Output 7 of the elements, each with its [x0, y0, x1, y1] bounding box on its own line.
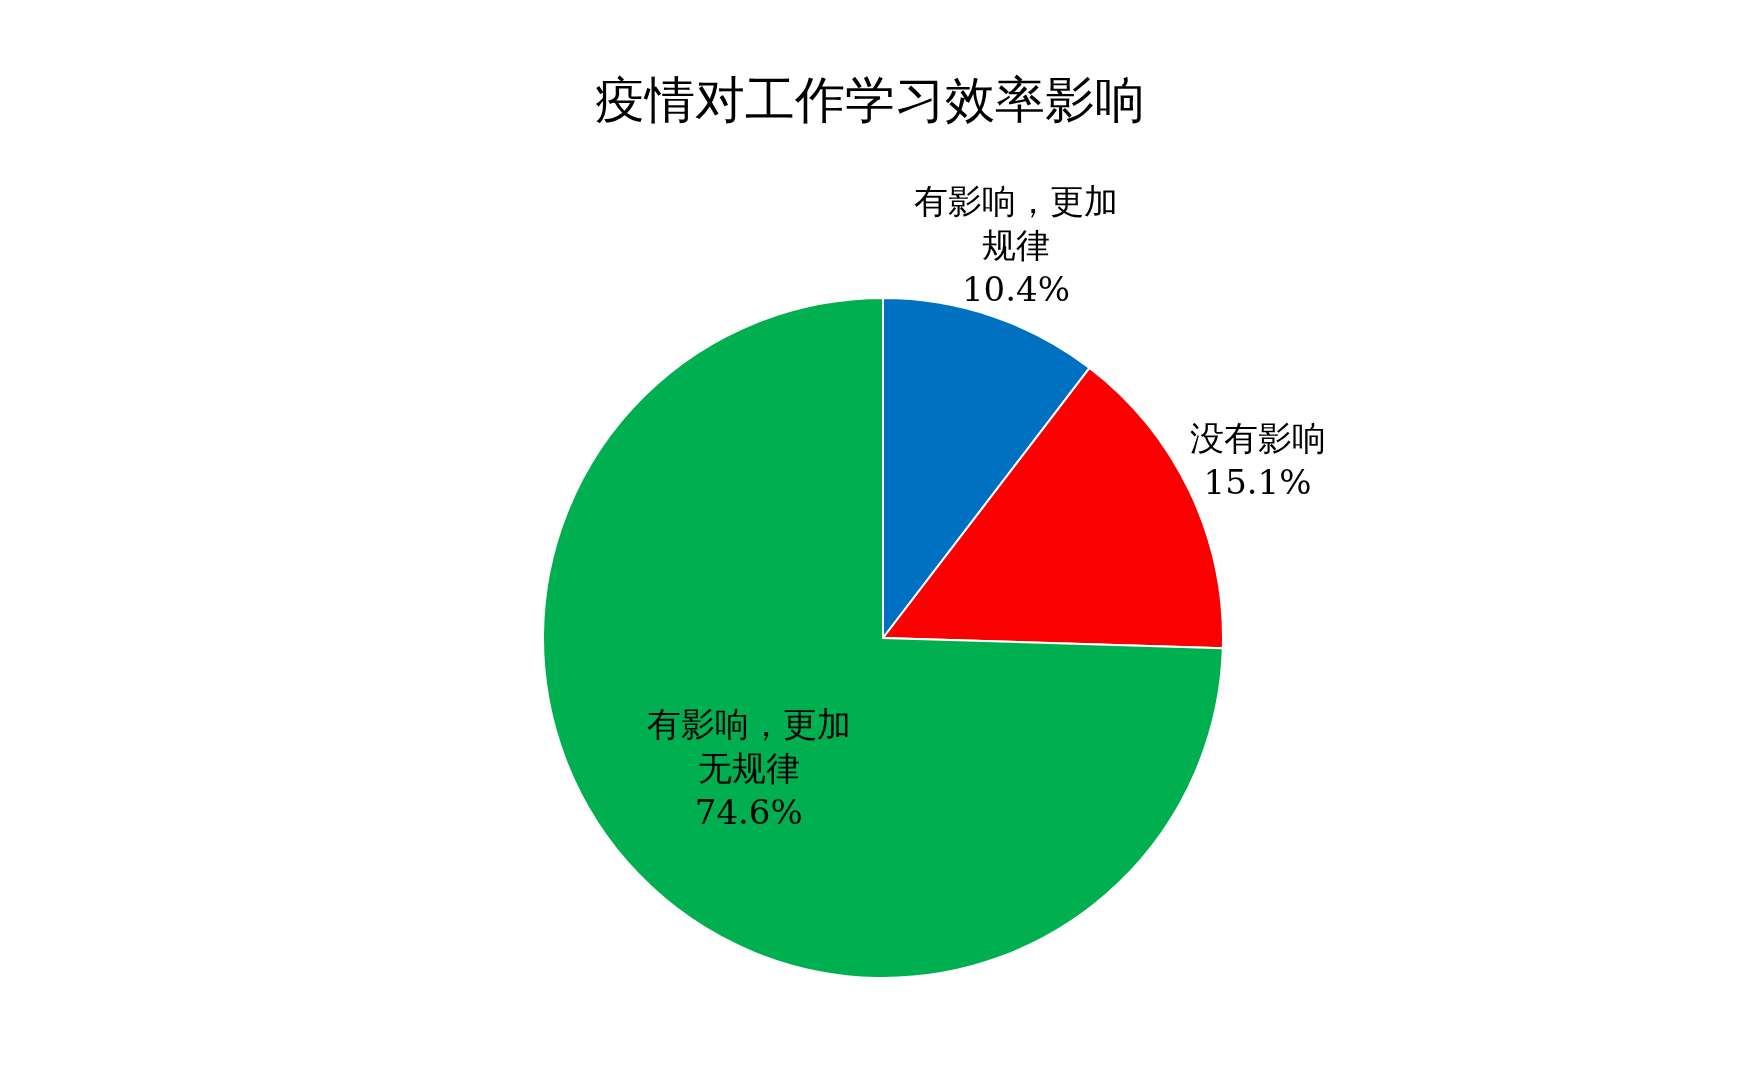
slice-label: 没有影响 — [1189, 417, 1326, 458]
data-label: 15.1% — [1203, 461, 1312, 502]
data-label: 10.4% — [961, 269, 1071, 310]
slice-label: 有影响，更加规律 — [914, 181, 1118, 266]
slice-label: 有影响，更加无规律 — [646, 704, 851, 789]
data-label: 74.6% — [694, 792, 803, 833]
chart-title: 疫情对工作学习效率影响 — [594, 70, 1145, 130]
